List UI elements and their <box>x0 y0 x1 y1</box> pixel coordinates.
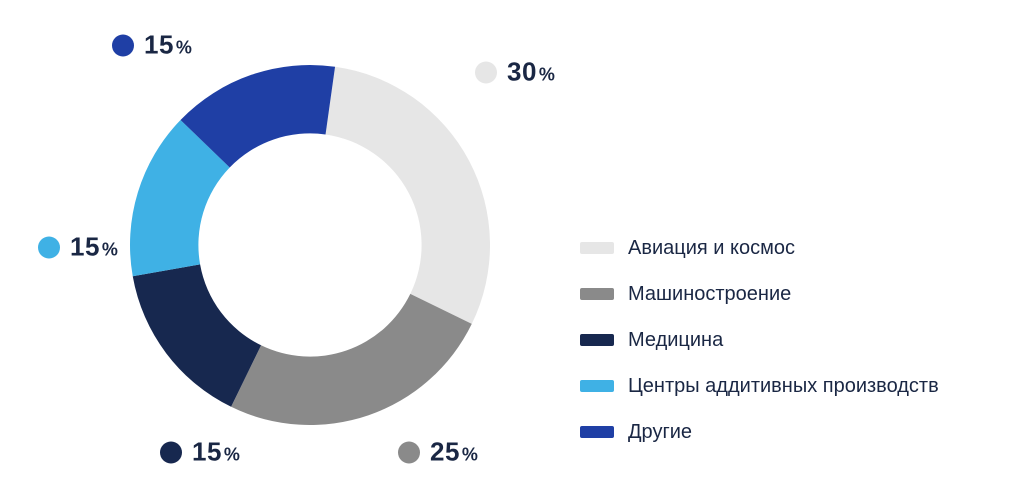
legend-item-other: Другие <box>580 409 1000 455</box>
callout-dot-centers <box>38 236 60 258</box>
legend-label-machinery: Машиностроение <box>628 283 791 306</box>
legend-item-machinery: Машиностроение <box>580 271 1000 317</box>
legend-swatch-machinery <box>580 288 614 300</box>
legend-swatch-centers <box>580 380 614 392</box>
legend-item-medicine: Медицина <box>580 317 1000 363</box>
slice-machinery <box>231 294 472 425</box>
legend-label-aviation: Авиация и космос <box>628 237 795 260</box>
legend-label-centers: Центры аддитивных производств <box>628 375 939 398</box>
legend-label-other: Другие <box>628 421 692 444</box>
legend-swatch-aviation <box>580 242 614 254</box>
legend-item-aviation: Авиация и космос <box>580 225 1000 271</box>
legend-swatch-medicine <box>580 334 614 346</box>
legend-swatch-other <box>580 426 614 438</box>
donut-chart <box>95 30 525 460</box>
legend: Авиация и космос Машиностроение Медицина Це… <box>580 225 1000 455</box>
slice-aviation <box>326 67 490 324</box>
legend-label-medicine: Медицина <box>628 329 723 352</box>
chart-container: 30%25%15%15%15% Авиация и космосМашиност… <box>0 0 1024 501</box>
legend-item-centers: Центры аддитивных производств <box>580 363 1000 409</box>
